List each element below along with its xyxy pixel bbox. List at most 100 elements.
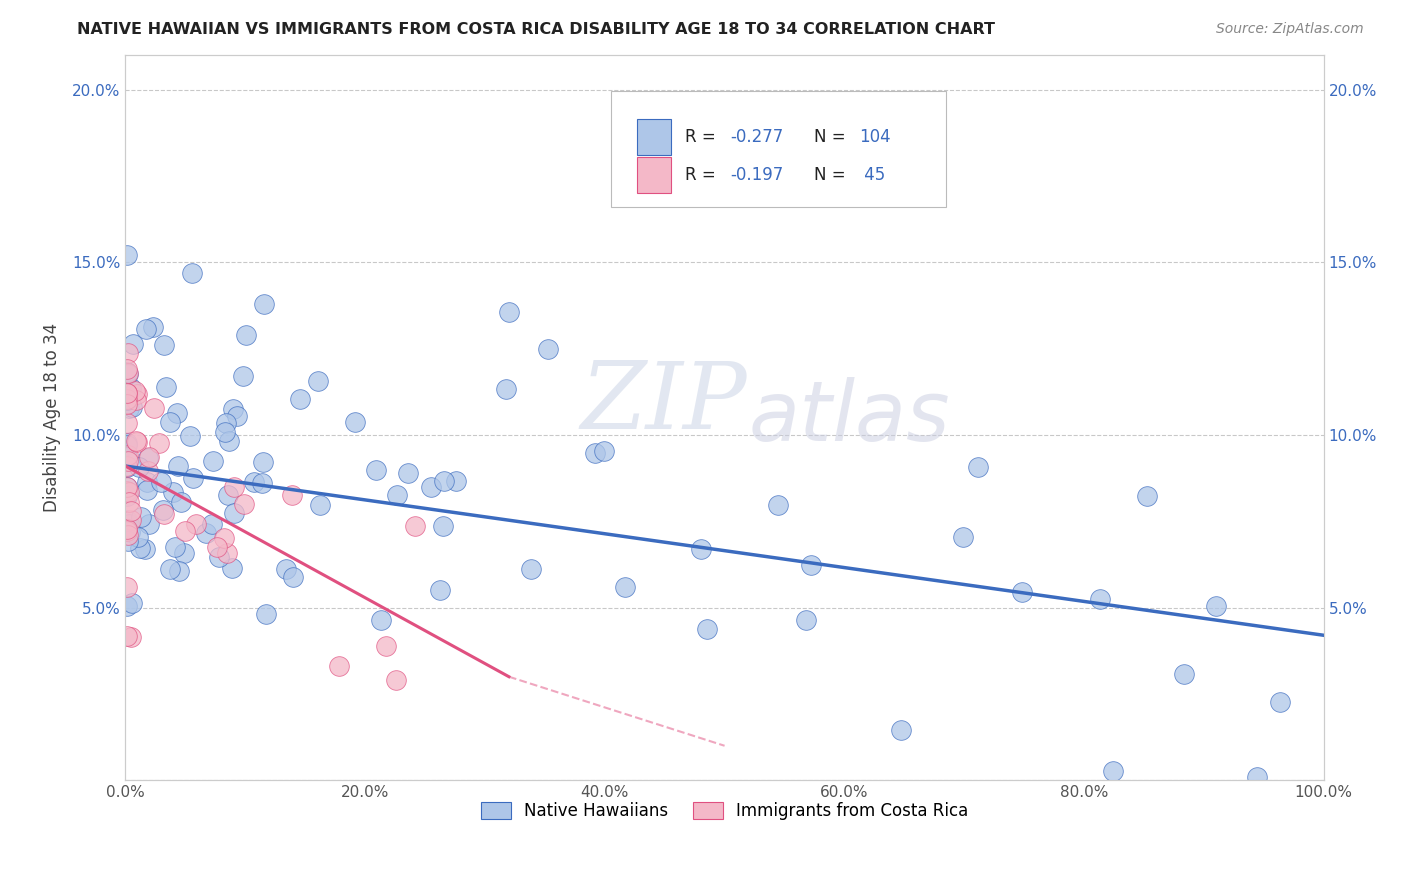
Point <box>181 470 204 484</box>
Point <box>135 475 157 489</box>
Point <box>328 658 350 673</box>
Point <box>134 542 156 557</box>
Point <box>118 401 141 415</box>
Point <box>118 485 141 500</box>
Point <box>125 386 148 401</box>
Legend: Native Hawaiians, Immigrants from Costa Rica: Native Hawaiians, Immigrants from Costa … <box>474 795 976 826</box>
Point <box>201 516 224 531</box>
Point <box>120 630 142 644</box>
FancyBboxPatch shape <box>610 91 946 208</box>
Point <box>215 416 238 430</box>
Point <box>250 475 273 490</box>
Point <box>115 365 138 379</box>
Point <box>117 345 139 359</box>
Point <box>115 392 138 406</box>
Point <box>404 518 426 533</box>
Point <box>115 362 138 376</box>
Point <box>135 321 157 335</box>
Point <box>150 475 173 489</box>
Point <box>152 338 174 352</box>
Point <box>155 380 177 394</box>
Point <box>222 402 245 417</box>
Bar <box>637 120 671 155</box>
Point <box>396 466 419 480</box>
Point <box>117 448 139 462</box>
Point <box>1205 599 1227 613</box>
Point <box>537 342 560 356</box>
Point <box>224 506 246 520</box>
Point <box>115 392 138 407</box>
Point <box>115 480 138 494</box>
Point <box>136 450 159 465</box>
Point <box>307 374 329 388</box>
Point <box>115 522 138 536</box>
Point <box>374 639 396 653</box>
Point <box>153 507 176 521</box>
Point <box>115 247 138 261</box>
Point <box>115 460 138 475</box>
Point <box>952 530 974 544</box>
Point <box>115 480 138 494</box>
Point <box>128 459 150 474</box>
Text: -0.197: -0.197 <box>731 166 783 184</box>
Point <box>122 336 145 351</box>
Point <box>170 495 193 509</box>
Point <box>696 623 718 637</box>
Point <box>135 483 157 497</box>
Point <box>121 400 143 414</box>
Point <box>184 516 207 531</box>
Point <box>1268 695 1291 709</box>
Point <box>174 524 197 539</box>
Point <box>159 415 181 429</box>
Point <box>1088 592 1111 607</box>
Point <box>433 474 456 488</box>
Point <box>420 480 443 494</box>
Point <box>142 320 165 334</box>
Point <box>115 437 138 451</box>
Point <box>117 534 139 549</box>
Point <box>125 434 148 449</box>
Text: R =: R = <box>685 166 721 184</box>
Point <box>120 381 142 395</box>
Point <box>432 519 454 533</box>
Point <box>444 475 467 489</box>
Point <box>115 489 138 503</box>
Point <box>138 450 160 464</box>
Bar <box>637 157 671 193</box>
Point <box>118 516 141 531</box>
Point <box>117 527 139 541</box>
Point <box>218 434 240 448</box>
Point <box>583 445 606 459</box>
Point <box>115 435 138 450</box>
Point <box>152 503 174 517</box>
Text: ZIP: ZIP <box>581 359 748 448</box>
Point <box>117 367 139 381</box>
Point <box>118 525 141 540</box>
Text: N =: N = <box>814 128 851 146</box>
Point <box>370 613 392 627</box>
Point <box>207 540 229 554</box>
Point <box>127 530 149 544</box>
Point <box>498 305 520 319</box>
Text: 45: 45 <box>859 166 884 184</box>
Text: Source: ZipAtlas.com: Source: ZipAtlas.com <box>1216 22 1364 37</box>
Text: N =: N = <box>814 166 851 184</box>
Point <box>254 607 277 621</box>
Point <box>115 450 138 464</box>
Point <box>131 510 153 524</box>
Point <box>214 425 236 439</box>
Point <box>217 546 239 560</box>
Point <box>117 454 139 468</box>
Point <box>288 392 311 406</box>
Point <box>1136 489 1159 503</box>
Point <box>366 463 388 477</box>
Point <box>181 266 204 280</box>
Point <box>148 436 170 450</box>
Point <box>1101 764 1123 778</box>
Point <box>179 429 201 443</box>
Point <box>121 596 143 610</box>
Point <box>118 494 141 508</box>
Point <box>1011 585 1033 599</box>
Point <box>166 405 188 419</box>
Point <box>800 558 823 572</box>
